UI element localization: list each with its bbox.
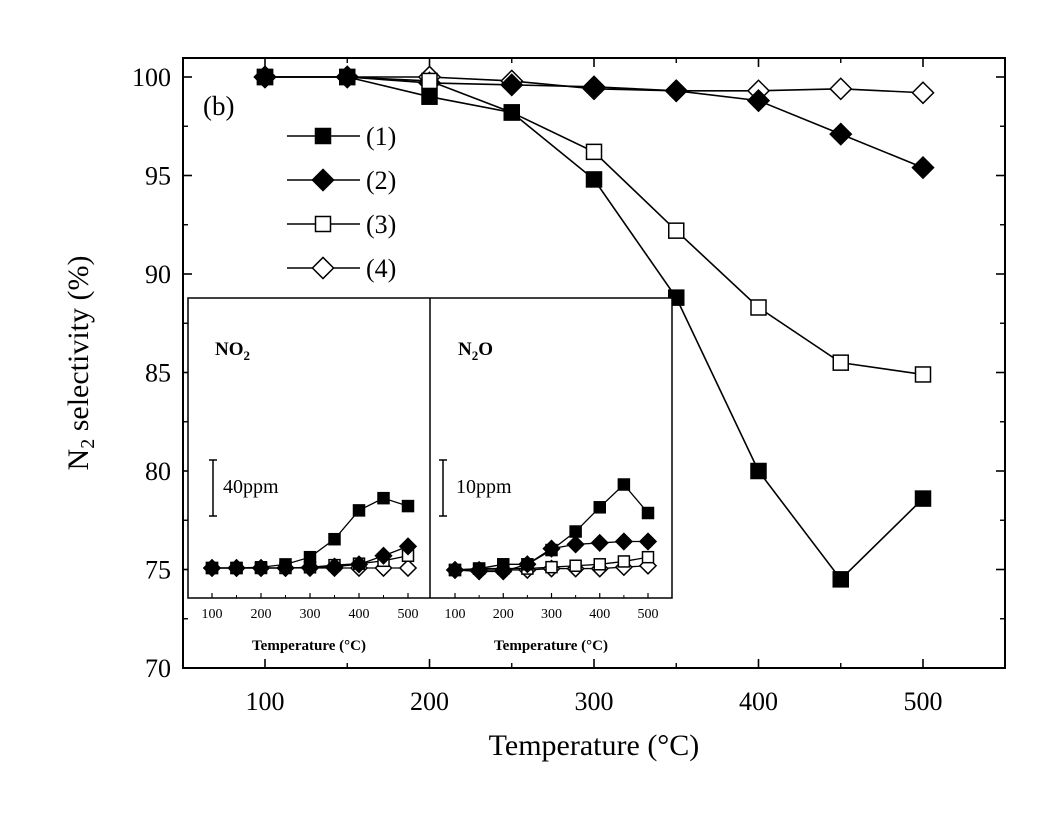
y-tick-label: 95 (145, 162, 171, 191)
inset-1-x-title: Temperature (°C) (252, 638, 366, 654)
inset-2-scale-label: 10ppm (456, 476, 512, 498)
y-tick-label: 80 (145, 457, 171, 486)
inset-content: 100 200 300 400 500 Temperature (°C) NO2 40ppm 1… (202, 339, 659, 654)
inset-1-series-2-point (398, 537, 418, 556)
inset-1-series-2-point (374, 546, 393, 565)
x-tick-label: 400 (739, 687, 778, 716)
inset-1-series-2-point (325, 557, 344, 576)
series-1-point (503, 104, 520, 121)
inset-1-x-tick-label: 200 (251, 607, 272, 622)
series-3-point (914, 366, 932, 383)
inset-1-series-1-point (377, 491, 390, 505)
legend-marker-4 (311, 256, 335, 280)
x-tick-label: 500 (904, 687, 943, 716)
inset-1-series-1-point (254, 561, 268, 574)
series-1-point (832, 571, 849, 588)
inset-2-series-3-point (593, 558, 606, 571)
inset-2-series-3-point (545, 560, 558, 574)
inset-2-x-tick-label: 200 (493, 607, 514, 622)
inset-1-series-1-point (303, 550, 317, 564)
inset-1-series-1-point (279, 558, 292, 571)
series-3-point (832, 354, 849, 371)
y-axis-title: N2 selectivity (%) (62, 256, 99, 471)
legend-marker-1 (314, 127, 332, 145)
y-tick-label: 85 (145, 359, 171, 388)
inset-1-x-tick-label: 400 (349, 607, 370, 622)
inset-2-x-title: Temperature (°C) (494, 638, 608, 654)
inset-2-series-1-point (641, 506, 655, 520)
inset-2-series-2-point (566, 535, 585, 554)
series-2-point (829, 122, 853, 146)
inset-1-title: NO2 (215, 339, 250, 363)
inset-2-series-1-point (593, 501, 606, 514)
main-axis-ticks: 100 200 300 400 500 70 75 80 85 90 95 100 (132, 58, 1005, 716)
inset-1-series-1-point (328, 532, 341, 546)
inset-1-scale-label: 40ppm (223, 476, 279, 498)
legend-marker-3 (314, 215, 332, 233)
inset-1-series-1-point (352, 504, 366, 517)
x-tick-label: 200 (410, 687, 449, 716)
inset-2-x-tick-label: 300 (541, 607, 562, 622)
inset-2-series-3-point (569, 559, 582, 572)
y-tick-label: 70 (145, 654, 171, 683)
y-tick-label: 75 (145, 556, 171, 585)
inset-1-x-tick-label: 100 (202, 607, 223, 622)
legend-label-1: (1) (366, 122, 396, 151)
x-tick-label: 100 (246, 687, 285, 716)
inset (187, 297, 673, 599)
inset-1-series-4-point (398, 558, 418, 578)
series-3-point (668, 222, 685, 239)
inset-2-series-1-point (521, 558, 534, 571)
series-2-point (582, 75, 606, 99)
inset-1-x-tick-label: 500 (398, 607, 419, 622)
inset-2-series-3-point (617, 555, 631, 568)
series-2-point (664, 79, 688, 103)
series-1-point (585, 171, 603, 188)
series-1-point (339, 68, 356, 86)
series-1-point (421, 88, 438, 105)
x-axis-title: Temperature (°C) (489, 729, 700, 762)
panel-label: (b) (203, 91, 234, 121)
inset-2-x-tick-label: 400 (589, 607, 610, 622)
inset-2-series-1-point (448, 563, 462, 577)
series-3-point (750, 299, 767, 316)
inset-1-x-tick-label: 300 (300, 607, 321, 622)
main-series (253, 65, 935, 588)
series-4-point (911, 81, 935, 105)
legend-label-4: (4) (366, 254, 396, 283)
inset-2-x-tick-label: 500 (638, 607, 659, 622)
legend-label-2: (2) (366, 166, 396, 195)
legend: (1) (2) (3) (4) (287, 122, 396, 283)
series-2-point (500, 73, 524, 97)
inset-1-series-2-point (349, 555, 369, 574)
series-4-point (829, 77, 853, 101)
series-2-point (911, 156, 935, 180)
inset-2-title: N2O (458, 339, 493, 363)
y-tick-label: 90 (145, 260, 171, 289)
series-1-point (750, 462, 767, 480)
inset-1-series-1-point (401, 499, 415, 513)
inset-2-series-1-point (569, 525, 582, 538)
inset-1-series-1-point (205, 561, 219, 575)
series-1-point (256, 68, 274, 86)
x-tick-label: 300 (575, 687, 614, 716)
legend-label-3: (3) (366, 210, 396, 239)
inset-2-series-1-point (472, 562, 486, 575)
inset-2-series-1-point (545, 543, 558, 557)
legend-marker-2 (311, 168, 335, 192)
inset-2-series-1-point (497, 558, 510, 571)
series-3-point (585, 143, 603, 161)
series-3-point (421, 72, 438, 90)
inset-2-x-tick-label: 100 (445, 607, 466, 622)
y-tick-label: 100 (132, 63, 171, 92)
inset-1-series-1-point (230, 561, 243, 575)
inset-2-series-2-point (590, 533, 609, 553)
inset-2-series-1-point (617, 478, 631, 491)
inset-2-series-3-point (641, 550, 655, 564)
inset-2-series-2-point (638, 532, 658, 551)
series-2-point (746, 89, 771, 113)
series-1-point (914, 490, 932, 507)
inset-2-series-2-point (614, 532, 633, 551)
